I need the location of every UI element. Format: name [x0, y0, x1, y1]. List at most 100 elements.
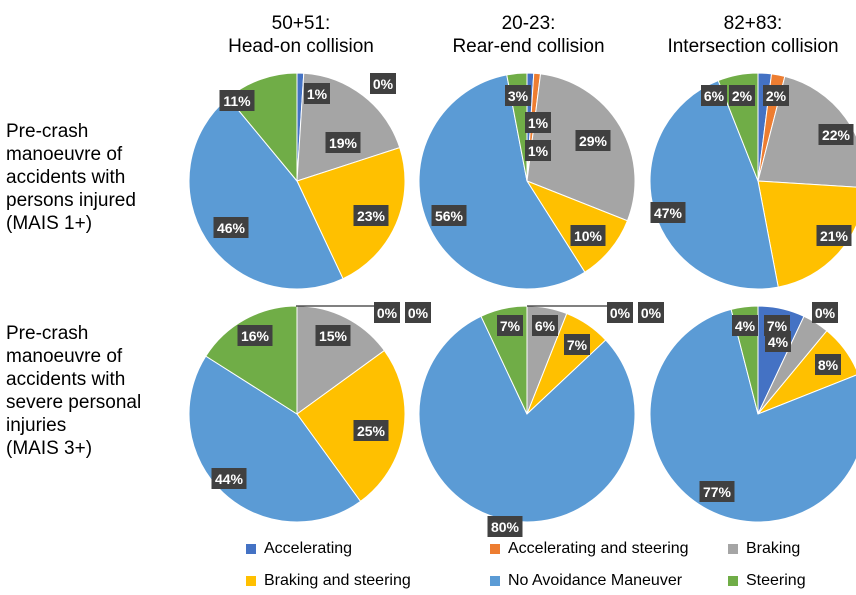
legend-item-accelerating-and-steering: Accelerating and steering [490, 539, 689, 559]
data-label-box [353, 420, 389, 441]
column-title-line2: Rear-end collision [452, 36, 605, 57]
column-title-line2: Intersection collision [667, 36, 839, 57]
data-label-box [650, 202, 686, 223]
legend-swatch [246, 576, 256, 586]
row-label-line: Pre-crash [6, 121, 89, 142]
legend-label: Steering [746, 572, 806, 589]
legend-swatch [246, 544, 256, 554]
data-label-box [818, 124, 854, 145]
data-label-box [315, 325, 351, 346]
legend-swatch [728, 576, 738, 586]
legend-item-no-avoidance-maneuver: No Avoidance Maneuver [490, 571, 682, 591]
data-label-box [532, 315, 558, 336]
row-label-line: Pre-crash [6, 323, 89, 344]
data-label-box [211, 468, 247, 489]
data-label: 0% [377, 305, 398, 321]
data-label: 7% [567, 337, 588, 353]
data-label: 77% [703, 484, 732, 500]
data-label: 0% [610, 305, 631, 321]
pie-chart-2: 1% 1% 29% 10% 56% 3% [418, 72, 636, 290]
data-label-box [525, 112, 551, 133]
data-label-box [325, 132, 361, 153]
data-label-box [353, 205, 389, 226]
data-label: 2% [766, 88, 787, 104]
data-label: 0% [408, 305, 429, 321]
data-label: 6% [704, 88, 725, 104]
data-label: 56% [435, 208, 464, 224]
row-label-line: (MAIS 1+) [6, 213, 93, 234]
data-label: 29% [579, 133, 608, 149]
data-label: 1% [528, 115, 549, 131]
data-label-box [729, 85, 755, 106]
data-label-box [764, 315, 790, 336]
data-label: 3% [508, 88, 529, 104]
legend-label: Accelerating and steering [508, 540, 689, 557]
pie-slice-braking-and-steering [757, 180, 856, 288]
data-label-box [812, 302, 838, 323]
data-label: 25% [357, 423, 386, 439]
data-label-box [564, 334, 590, 355]
legend-swatch [728, 544, 738, 554]
legend-item-accelerating: Accelerating [246, 539, 352, 559]
column-title-intersection: 82+83: Intersection collision [650, 12, 856, 58]
data-label-box [763, 85, 789, 106]
legend-swatch [490, 544, 500, 554]
data-label-box [815, 354, 841, 375]
data-label: 8% [818, 357, 839, 373]
pie-chart-4: 0% 0% 15% 25% 44% 16% [188, 302, 431, 523]
data-label-box [374, 302, 400, 323]
data-label: 4% [768, 334, 789, 350]
data-label-box [219, 90, 255, 111]
data-label: 19% [329, 135, 358, 151]
column-title-rear-end: 20-23: Rear-end collision [421, 12, 636, 58]
data-label: 0% [373, 76, 394, 92]
pie-slice-braking-and-steering [296, 146, 406, 280]
data-label-box [638, 302, 664, 323]
pie-chart-5: 0% 0% 6% 7% 80% 7% [418, 302, 664, 537]
data-label-box [816, 225, 852, 246]
data-label: 46% [217, 220, 246, 236]
data-label: 44% [215, 471, 244, 487]
pie-chart-1: 1% 0% 19% 23% 46% 11% [188, 72, 406, 290]
legend-label: Accelerating [264, 540, 353, 557]
data-label-box [304, 83, 330, 104]
pie-slice-steering [205, 305, 298, 415]
data-label: 0% [641, 305, 662, 321]
legend-label: No Avoidance Maneuver [508, 572, 683, 589]
data-label-box [370, 73, 396, 94]
data-label-box [607, 302, 633, 323]
data-label-box [732, 315, 758, 336]
data-label: 15% [319, 328, 348, 344]
row-label-line: accidents with [6, 167, 126, 188]
pie-slice-no-avoidance-maneuver [188, 97, 344, 290]
legend-item-braking-and-steering: Braking and steering [246, 571, 411, 591]
data-label: 10% [574, 228, 603, 244]
data-label: 7% [500, 318, 521, 334]
data-label-box [699, 481, 735, 502]
pie-slice-braking-and-steering [757, 330, 856, 415]
data-label-box [525, 140, 551, 161]
column-title-line1: 50+51: [271, 13, 331, 34]
row-label-mais1: Pre-crash manoeuvre of accidents with pe… [6, 120, 136, 235]
data-label-box [213, 217, 249, 238]
legend-label: Braking and steering [264, 572, 411, 589]
data-label: 6% [535, 318, 556, 334]
row-label-mais3: Pre-crash manoeuvre of accidents with se… [6, 322, 141, 460]
data-label-box [487, 516, 523, 537]
data-label: 0% [815, 305, 836, 321]
data-label-box [505, 85, 531, 106]
pie-chart-6: 7% 0% 4% 8% 77% 4% [649, 302, 856, 523]
column-title-line2: Head-on collision [228, 36, 374, 57]
data-label: 80% [491, 519, 520, 535]
column-title-line1: 20-23: [501, 13, 556, 34]
data-label: 16% [241, 328, 270, 344]
legend-item-steering: Steering [728, 571, 806, 591]
pie-charts-canvas: 1% 0% 19% 23% 46% 11% 1% 1% 29% 10% 56% 3% 2% 2% 22% 21… [188, 72, 856, 537]
data-label: 4% [735, 318, 756, 334]
row-label-line: severe personal [6, 392, 142, 413]
legend-swatch [490, 576, 500, 586]
data-label-box [701, 85, 727, 106]
row-label-line: manoeuvre of [6, 346, 123, 367]
row-label-line: manoeuvre of [6, 144, 123, 165]
data-label: 2% [732, 88, 753, 104]
